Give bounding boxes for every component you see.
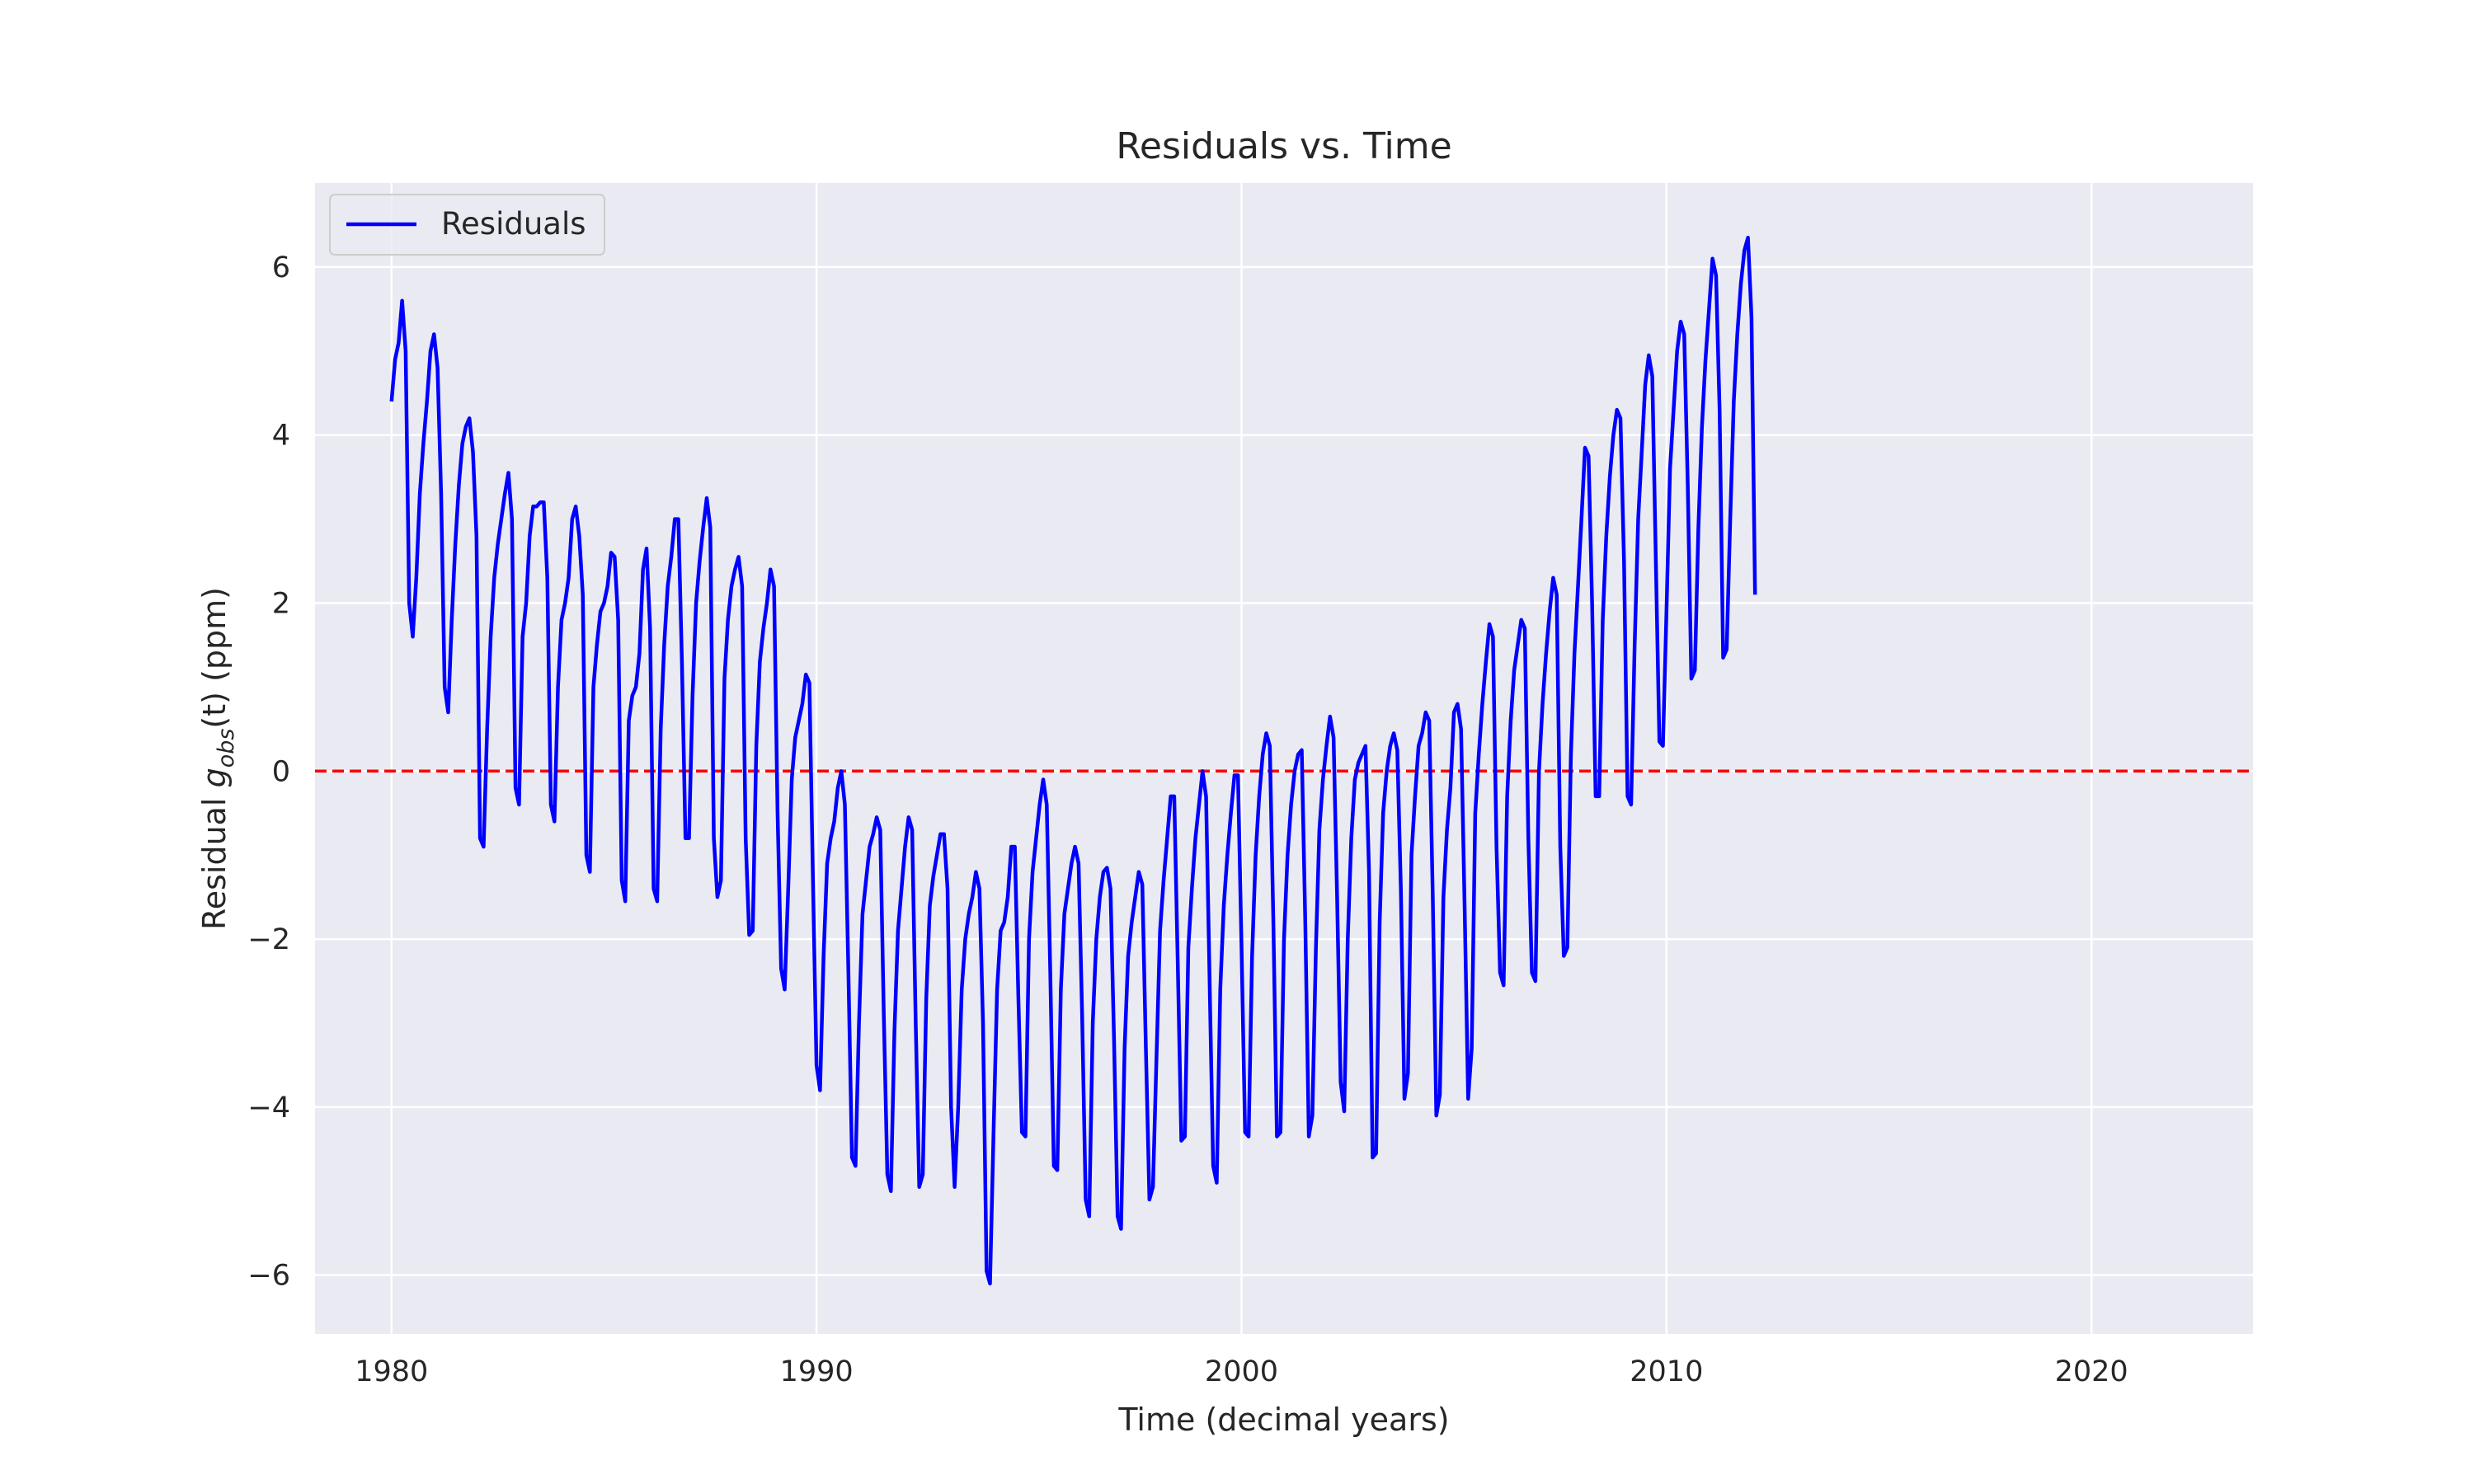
legend-box xyxy=(329,194,605,256)
x-axis-label: Time (decimal years) xyxy=(1117,1402,1449,1438)
y-tick-label: 2 xyxy=(272,587,290,620)
y-axis-label-subscript: obs xyxy=(214,729,239,768)
y-axis-label: Residual gobs(t) (ppm) xyxy=(196,587,239,930)
y-axis-label-prefix: Residual xyxy=(196,787,233,930)
y-tick-label: −2 xyxy=(247,923,290,956)
tick-labels: 1980 1990 2000 2010 2020 −6 −4 −2 0 2 4 6 xyxy=(247,251,2128,1388)
x-tick-label: 1990 xyxy=(780,1355,854,1388)
y-tick-label: 0 xyxy=(272,755,290,788)
x-tick-label: 1980 xyxy=(355,1355,428,1388)
x-tick-label: 2000 xyxy=(1205,1355,1278,1388)
plot-area xyxy=(315,183,2253,1334)
y-axis-label-symbol: g xyxy=(196,768,233,787)
y-tick-label: 4 xyxy=(272,420,290,453)
chart-title: Residuals vs. Time xyxy=(1116,125,1451,167)
y-tick-label: −4 xyxy=(247,1092,290,1125)
y-axis-label-suffix: (ppm) xyxy=(196,587,233,692)
y-axis-label-argument: (t) xyxy=(196,692,233,729)
legend: Residuals xyxy=(329,194,605,256)
residuals-series-line xyxy=(389,235,1757,1286)
legend-label-residuals: Residuals xyxy=(441,206,586,242)
y-tick-label: −6 xyxy=(247,1260,290,1293)
y-tick-label: 6 xyxy=(272,251,290,284)
x-tick-label: 2010 xyxy=(1630,1355,1703,1388)
x-tick-label: 2020 xyxy=(2055,1355,2128,1388)
